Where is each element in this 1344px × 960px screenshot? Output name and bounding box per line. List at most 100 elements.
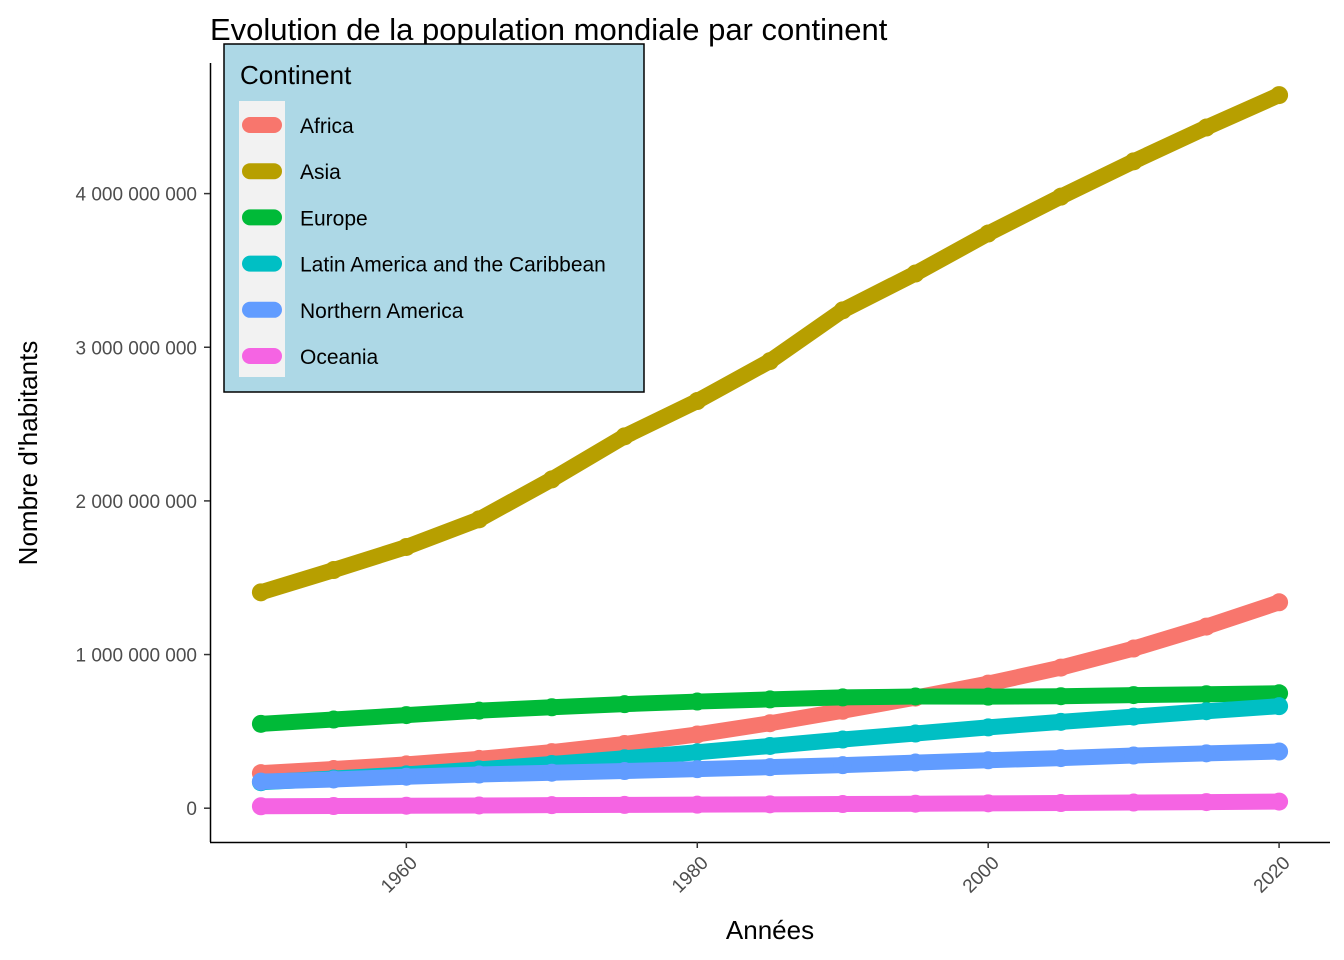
data-point [470,796,489,815]
data-point [1270,742,1289,761]
data-point [833,795,852,814]
data-point [1197,744,1216,763]
data-point [688,795,707,814]
data-point [470,701,489,720]
data-point [397,767,416,786]
data-point [1197,793,1216,812]
data-point [979,751,998,770]
data-point [615,795,634,814]
y-axis-title: Nombre d'habitants [13,341,43,566]
data-point [1124,686,1143,705]
data-point [324,710,343,729]
series-oceania [251,792,1289,816]
legend-items: Africa Asia Europe Latin America and the Ca… [242,115,606,369]
data-point [833,701,852,720]
series-northern-america [251,742,1289,791]
series-layer [251,86,1289,816]
data-point [688,760,707,779]
x-tick-label: 1960 [377,853,422,898]
data-point [1197,617,1216,636]
x-tick-label: 1980 [668,853,713,898]
data-point [906,724,925,743]
data-point [397,537,416,556]
data-point [761,758,779,777]
legend-item: Asia [242,161,341,184]
data-point [761,795,779,814]
data-point [1270,86,1289,105]
data-point [1270,697,1289,716]
data-point [1051,749,1070,768]
data-point [761,714,779,733]
y-tick-label: 1 000 000 000 [75,646,197,667]
x-tick-label: 2000 [959,853,1004,898]
legend-item: Europe [242,207,368,230]
y-tick-label: 2 000 000 000 [75,492,197,513]
data-point [761,690,779,709]
data-point [1051,712,1070,731]
legend-title: Continent [240,60,352,90]
data-point [979,687,998,706]
data-point [1124,152,1143,171]
data-point [397,796,416,815]
x-ticks: 1960 1980 2000 2020 [377,842,1295,898]
data-point [615,734,634,753]
data-point [542,698,561,717]
legend-label: Europe [300,207,368,230]
data-point [833,301,852,320]
data-point [324,561,343,580]
data-point [542,796,561,815]
legend-item: Northern America [242,300,464,323]
x-axis-title: Années [726,915,814,945]
data-point [761,736,779,755]
y-tick-label: 3 000 000 000 [75,338,197,359]
legend-keys-background [239,101,285,377]
data-point [615,762,634,781]
data-point [615,695,634,714]
data-point [1051,687,1070,706]
data-point [688,725,707,744]
series-europe [251,684,1289,733]
series-africa [251,593,1289,783]
data-point [470,510,489,529]
data-point [761,352,779,371]
y-tick-label: 0 [186,799,197,820]
data-point [1124,707,1143,726]
data-point [615,749,634,768]
series-asia [251,86,1289,602]
data-point [979,674,998,693]
data-point [324,797,343,815]
x-tick-label: 2020 [1250,853,1295,898]
y-tick-label: 4 000 000 000 [75,185,197,206]
data-point [251,772,270,791]
data-point [688,692,707,711]
data-point [1051,794,1070,813]
legend-label: Latin America and the Caribbean [300,254,606,277]
legend-label: Oceania [300,346,379,369]
data-point [615,427,634,446]
data-point [470,765,489,784]
data-point [1051,187,1070,206]
legend-label: Africa [300,115,354,138]
data-point [324,770,343,789]
data-point [1270,684,1289,703]
data-point [688,392,707,411]
data-point [1197,685,1216,704]
data-point [1124,639,1143,658]
data-point [833,688,852,707]
legend-label: Northern America [300,300,464,323]
data-point [397,706,416,725]
chart-title: Evolution de la population mondiale par … [210,12,888,47]
data-point [906,794,925,813]
legend: Continent Africa Asia Europe Latin America … [223,43,645,393]
data-point [542,470,561,489]
data-point [906,264,925,283]
y-ticks: 0 1 000 000 000 2 000 000 000 3 000 000 000… [75,185,210,820]
legend-item: Oceania [242,346,379,369]
data-point [251,583,270,602]
data-point [251,714,270,733]
data-point [1124,793,1143,812]
data-point [1051,658,1070,677]
data-point [1270,593,1289,612]
legend-box [223,43,645,393]
